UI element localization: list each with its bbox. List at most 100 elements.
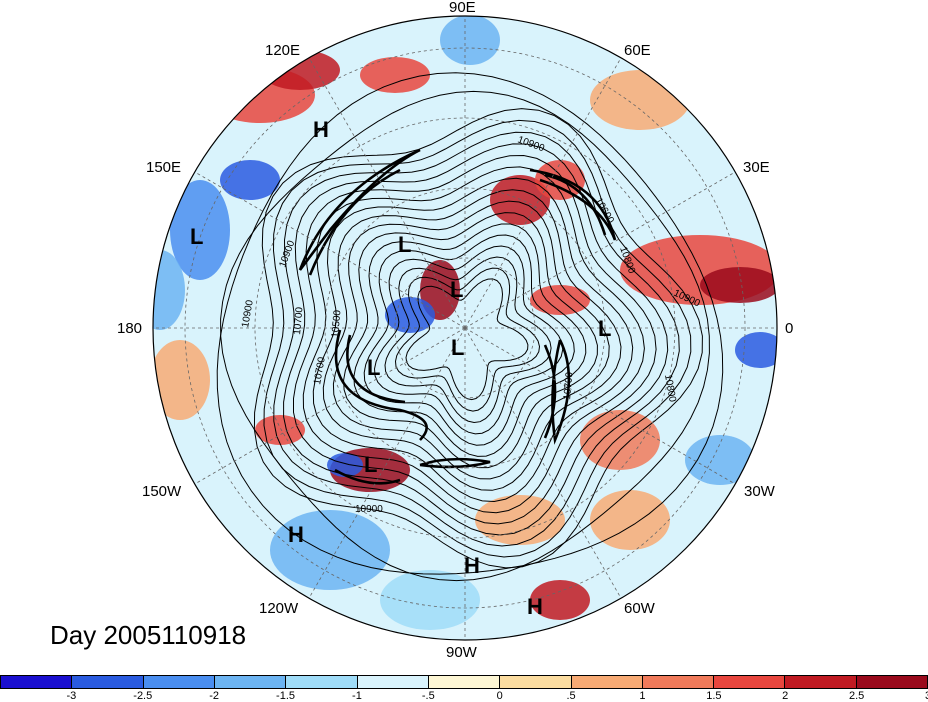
lon-label-120w: 120W <box>259 600 299 617</box>
contour-value-label: 10700 <box>562 371 575 400</box>
anomaly-patch <box>153 340 210 420</box>
lon-label-60e: 60E <box>624 42 651 59</box>
height-contours <box>216 72 724 582</box>
colorbar-tick: 3 <box>925 690 928 702</box>
colorbar-box <box>856 675 928 689</box>
height-contour <box>373 245 564 435</box>
height-contour <box>293 154 657 525</box>
anomaly-patch <box>270 510 390 590</box>
height-contour <box>273 131 680 547</box>
colorbar-box <box>500 675 572 689</box>
colorbar-box <box>143 675 215 689</box>
anomaly-patch <box>590 70 690 130</box>
height-contour <box>283 143 669 536</box>
lon-label-90w: 90W <box>446 644 477 661</box>
colorbar-tick: .5 <box>566 690 576 702</box>
contour-value-label: 10700 <box>292 306 305 335</box>
low-center: L <box>364 452 378 477</box>
map-boundary <box>152 15 778 641</box>
lon-label-0: 0 <box>785 320 794 337</box>
anomaly-patch <box>530 580 590 620</box>
colorbar-tick: -.5 <box>421 690 435 702</box>
colorbar-tick: -1 <box>352 690 362 702</box>
height-contour <box>363 234 575 446</box>
anomaly-patch <box>700 267 777 303</box>
colorbar-box <box>214 675 287 689</box>
contour-value-label: 10700 <box>312 356 328 386</box>
anomaly-patch <box>685 435 755 485</box>
colorbar-box <box>286 675 358 689</box>
height-contour <box>394 267 541 412</box>
meridian <box>194 171 466 329</box>
anomaly-patch <box>530 285 590 315</box>
colorbar-box <box>642 675 715 689</box>
colorbar-box <box>785 675 857 689</box>
lon-label-150e: 150E <box>146 159 182 176</box>
high-center: H <box>527 594 543 619</box>
low-center: L <box>451 335 465 360</box>
meridian <box>308 327 466 599</box>
colorbar-box <box>357 675 429 689</box>
meridian <box>464 327 622 599</box>
high-center: H <box>313 117 329 142</box>
parallel <box>324 187 606 469</box>
contour-value-label: 10800 <box>662 374 678 404</box>
contour-value-label: 10500 <box>330 309 343 338</box>
colorbar-tick: -2.5 <box>133 690 153 702</box>
colorbar-box <box>714 675 786 689</box>
meridian <box>464 327 736 485</box>
meridian <box>194 327 466 485</box>
contour-value-label: 10900 <box>355 504 383 515</box>
anomaly-patch <box>590 490 670 550</box>
colorbar <box>0 675 928 689</box>
jet-contour <box>529 168 617 241</box>
height-contour <box>322 189 622 491</box>
anomaly-patch <box>440 16 500 65</box>
colorbar-tick: -1.5 <box>276 690 296 702</box>
parallel <box>394 257 536 399</box>
height-contour <box>405 278 529 401</box>
low-center: L <box>367 355 381 380</box>
graticule <box>153 16 777 640</box>
jet-contour <box>544 173 607 236</box>
parallel <box>254 117 676 539</box>
lon-label-90e: 90E <box>449 0 476 16</box>
height-contour <box>253 108 703 569</box>
jet-contour <box>334 329 428 441</box>
low-center: L <box>598 316 612 341</box>
anomaly-patch <box>153 250 185 330</box>
colorbar-tick: 0 <box>496 690 503 702</box>
lon-label-150w: 150W <box>142 483 182 500</box>
anomaly-patch <box>380 570 480 630</box>
colorbar-tick: 2 <box>782 690 789 702</box>
contour-value-label: 10900 <box>240 299 256 329</box>
anomaly-patch <box>735 332 777 368</box>
height-contour <box>384 256 552 424</box>
jet-contour <box>308 168 401 276</box>
height-contour <box>343 212 598 469</box>
height-contour <box>353 223 587 457</box>
colorbar-box <box>428 675 501 689</box>
height-contour <box>312 177 634 503</box>
meridian <box>308 57 466 329</box>
height-contour <box>302 166 645 514</box>
lon-label-60w: 60W <box>624 600 655 617</box>
date-title: Day 2005110918 <box>50 620 247 650</box>
lon-label-120e: 120E <box>265 42 301 59</box>
jet-contour <box>419 457 491 469</box>
anomaly-patch <box>220 160 280 200</box>
jet-contours <box>298 148 617 485</box>
anomaly-patch <box>170 180 230 280</box>
colorbar-tick: -2 <box>209 690 220 702</box>
anomaly-patch <box>580 410 660 470</box>
high-center: H <box>464 553 480 578</box>
jet-contour <box>551 339 571 445</box>
anomaly-patch <box>385 297 435 333</box>
colorbar-box <box>571 675 643 689</box>
parallel <box>184 47 746 609</box>
low-center: L <box>398 232 412 257</box>
colorbar-tick: -3 <box>66 690 77 702</box>
anomaly-patch <box>475 495 565 545</box>
high-center: H <box>288 522 304 547</box>
